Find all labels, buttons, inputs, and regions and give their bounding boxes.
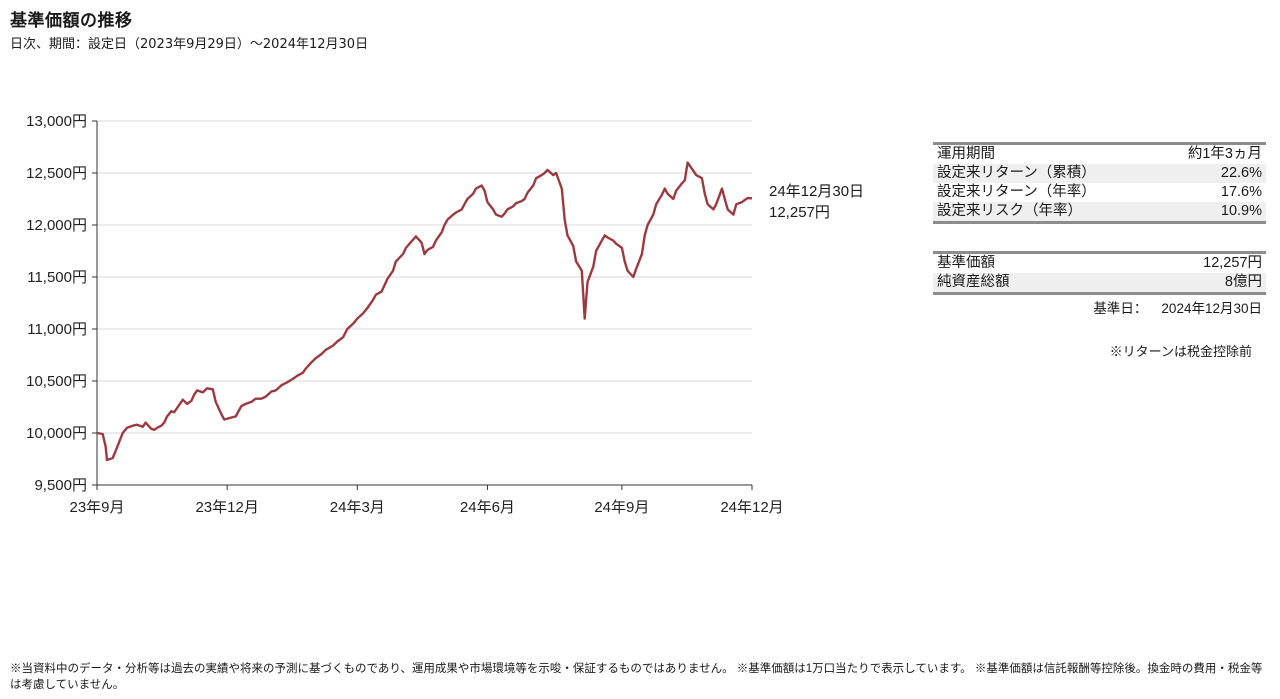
y-tick-label: 13,000円: [26, 113, 87, 130]
return-note: ※リターンは税金控除前: [1109, 344, 1252, 359]
y-tick-label: 12,000円: [26, 217, 87, 234]
row-value: 約1年3ヵ月: [1187, 146, 1262, 162]
x-tick-label: 24年12月: [720, 499, 783, 516]
y-tick-label: 10,000円: [26, 425, 87, 442]
y-tick-label: 9,500円: [34, 477, 87, 494]
y-tick-label: 12,500円: [26, 165, 87, 182]
nav-table: 基準価額 12,257円 純資産総額 8億円: [933, 251, 1266, 295]
nav-series-line: [96, 161, 753, 462]
base-date: 基準日： 2024年12月30日: [1079, 297, 1262, 317]
end-value-label: 12,257円: [769, 204, 830, 221]
page-title: 基準価額の推移: [10, 11, 133, 31]
table-row: 設定来リスク（年率） 10.9%: [933, 202, 1266, 223]
base-date-label: 基準日：: [1093, 301, 1148, 316]
row-label: 基準価額: [937, 255, 995, 271]
x-tick-label: 24年6月: [460, 499, 515, 516]
table-row: 設定来リターン（年率） 17.6%: [933, 183, 1266, 202]
row-value: 22.6%: [1156, 164, 1266, 183]
row-label: 純資産総額: [933, 273, 1115, 294]
page-subtitle: 日次、期間：設定日（2023年9月29日）～2024年12月30日: [10, 37, 369, 52]
y-tick-label: 10,500円: [26, 373, 87, 390]
table-row: 設定来リターン（累積） 22.6%: [933, 164, 1266, 183]
row-label: 運用期間: [937, 146, 995, 162]
row-value: 12,257円: [1203, 255, 1262, 271]
performance-table: 運用期間 約1年3ヵ月 設定来リターン（累積） 22.6% 設定来リターン（年率…: [933, 142, 1266, 224]
y-tick-label: 11,000円: [27, 321, 87, 338]
x-tick-label: 23年12月: [195, 499, 258, 516]
x-tick-label: 24年9月: [594, 499, 649, 516]
row-value: 17.6%: [1220, 184, 1262, 200]
x-tick-label: 24年3月: [330, 499, 385, 516]
row-value: 8億円: [1114, 273, 1266, 294]
row-label: 設定来リターン（年率）: [937, 184, 1096, 200]
table-row: 基準価額 12,257円: [933, 253, 1266, 274]
row-label: 設定来リスク（年率）: [933, 202, 1157, 223]
end-date-label: 24年12月30日: [769, 183, 865, 200]
x-tick-label: 23年9月: [69, 499, 124, 516]
base-date-value: 2024年12月30日: [1161, 301, 1262, 316]
row-value: 10.9%: [1156, 202, 1266, 223]
table-row: 純資産総額 8億円: [933, 273, 1266, 294]
y-tick-label: 11,500円: [27, 269, 87, 286]
row-label: 設定来リターン（累積）: [933, 164, 1157, 183]
nav-line-chart: 9,500円 10,000円 10,500円 11,000円 11,500円 12,000…: [26, 113, 784, 516]
table-row: 運用期間 約1年3ヵ月: [933, 144, 1266, 165]
disclaimer: ※当資料中のデータ・分析等は過去の実績や将来の予測に基づくものであり、運用成果や…: [10, 663, 1263, 691]
